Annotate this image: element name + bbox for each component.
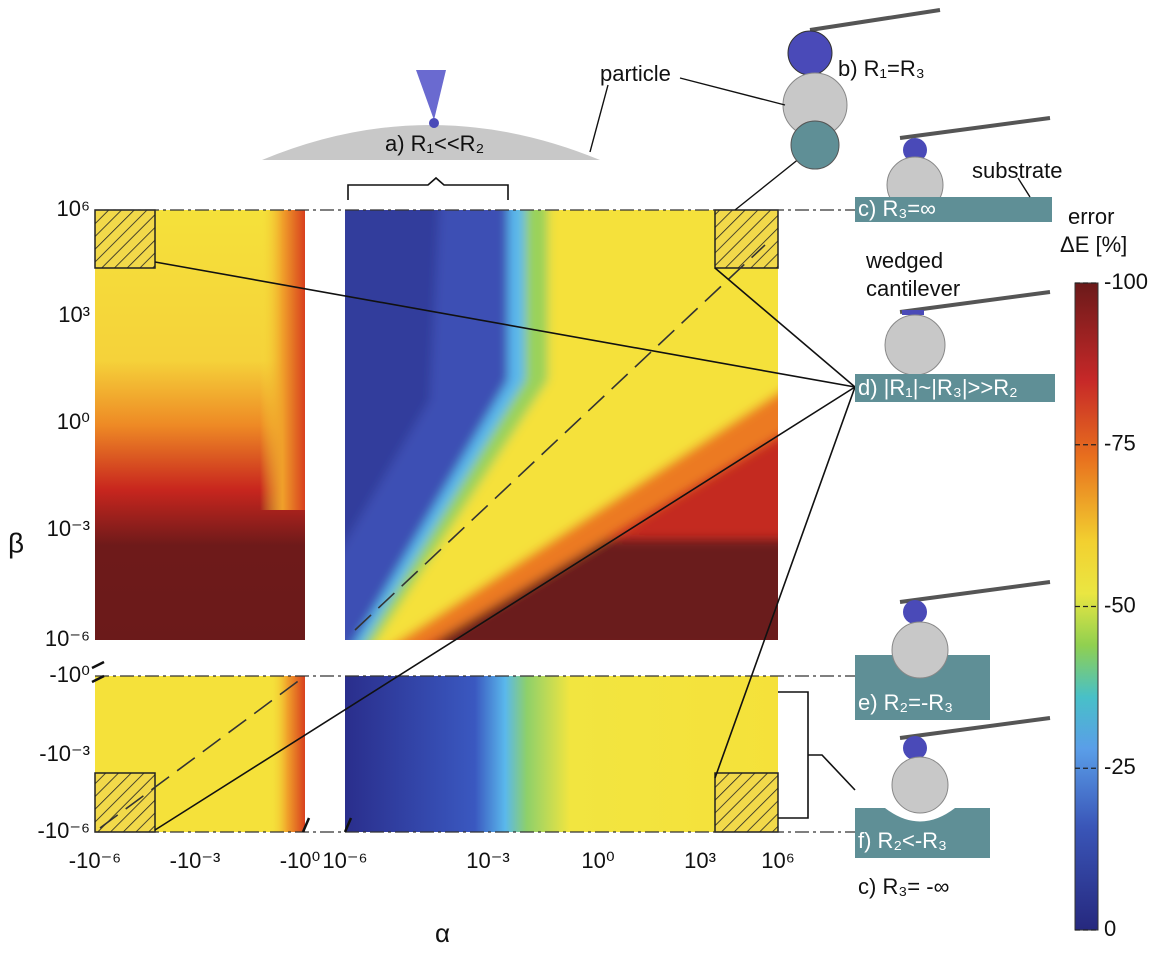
annotation: cantilever	[866, 276, 960, 301]
colorbar-title: error	[1068, 204, 1114, 229]
colorbar-tick-label: -75	[1104, 431, 1136, 456]
y-tick-label: 10⁰	[57, 409, 90, 434]
case-label: c) R₃=∞	[858, 196, 936, 221]
y-tick-label: -10⁰	[49, 662, 90, 687]
x-tick-label: 10⁻⁶	[322, 848, 367, 873]
case-label: f) R₂<-R₃	[858, 828, 947, 853]
x-tick-label: 10³	[684, 848, 716, 873]
colorbar-label: ΔE [%]	[1060, 232, 1127, 257]
y-tick-label: -10⁻³	[39, 741, 90, 766]
y-tick-label: 10⁶	[56, 196, 90, 221]
x-tick-label: 10⁰	[581, 848, 614, 873]
colorbar-tick-label: -100	[1104, 269, 1148, 294]
x-tick-label: -10⁻³	[170, 848, 221, 873]
figure: error ΔE [%] particle substrate wedged c…	[0, 0, 1165, 952]
x-axis-label: α	[435, 918, 450, 948]
annotation: substrate	[972, 158, 1063, 183]
y-tick-label: 10⁻⁶	[45, 626, 90, 651]
case-label: e) R₂=-R₃	[858, 690, 953, 715]
colorbar-tick-label: -50	[1104, 592, 1136, 617]
case-label: d) |R₁|~|R₃|>>R₂	[858, 375, 1018, 400]
case-label: b) R₁=R₃	[838, 56, 925, 81]
annotation: particle	[600, 61, 671, 86]
x-tick-label: -10⁻⁶	[69, 848, 121, 873]
y-tick-label: 10³	[58, 302, 90, 327]
x-tick-label: -10⁰	[280, 848, 321, 873]
y-tick-label: 10⁻³	[47, 516, 90, 541]
y-tick-label: -10⁻⁶	[38, 818, 90, 843]
x-tick-label: 10⁶	[761, 848, 795, 873]
y-axis-label: β	[8, 527, 24, 558]
colorbar-tick-label: 0	[1104, 916, 1116, 941]
x-tick-label: 10⁻³	[466, 848, 509, 873]
annotation: wedged	[865, 248, 943, 273]
case-label: c) R₃= -∞	[858, 874, 949, 899]
colorbar-tick-label: -25	[1104, 754, 1136, 779]
map-top-left	[95, 210, 305, 640]
map-bottom-right	[345, 676, 778, 832]
case-label: a) R₁<<R₂	[385, 131, 484, 156]
